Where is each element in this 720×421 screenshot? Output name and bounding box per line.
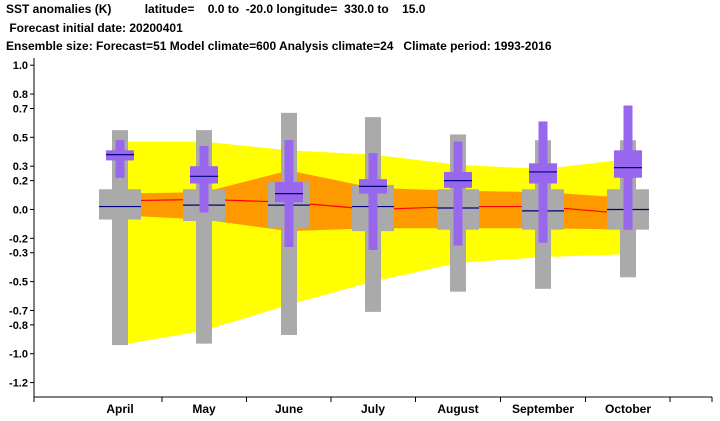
forecast-box-p25-p75: [190, 166, 218, 184]
y-tick-label: -0.2: [9, 233, 28, 245]
axes: 1.0 0.8 0.7 0.5 0.3 0.2 0.0 -0.2 -0.3 -0.5 -0.7 -0.…: [9, 58, 713, 416]
x-tick-label: July: [361, 402, 385, 416]
y-tick-label: -0.8: [9, 320, 28, 332]
y-tick-label: 0.0: [13, 204, 28, 216]
x-tick-label: May: [192, 402, 216, 416]
y-tick-label: 0.2: [13, 176, 28, 188]
forecast-box-p10-p90: [368, 153, 378, 250]
forecast-box-p25-p75: [529, 163, 557, 184]
y-tick-label: -0.5: [9, 277, 28, 289]
forecast-box-p25-p75: [444, 171, 472, 188]
forecast-box-p10-p90: [453, 141, 463, 246]
forecast-box-p25-p75: [614, 150, 642, 178]
x-tick-label: August: [437, 402, 478, 416]
y-tick-label: 1.0: [13, 60, 28, 72]
forecast-initial-date: Forecast initial date: 20200401: [6, 21, 183, 35]
model-climate-box-p25-p75: [99, 189, 141, 220]
y-tick-label: 0.8: [13, 89, 28, 101]
forecast-box-p25-p75: [275, 182, 303, 203]
ensemble-info: Ensemble size: Forecast=51 Model climate…: [6, 39, 552, 53]
y-tick-label: 0.7: [13, 103, 28, 115]
y-tick-label: 0.5: [13, 132, 28, 144]
x-tick-label: June: [275, 402, 303, 416]
forecast-box-p25-p75: [106, 150, 134, 161]
x-tick-label: April: [106, 402, 133, 416]
chart-title: SST anomalies (K) latitude= 0.0 to -20.0…: [6, 2, 426, 16]
y-tick-label: -0.7: [9, 305, 28, 317]
x-tick-label: September: [512, 402, 574, 416]
y-tick-label: -0.3: [9, 248, 28, 260]
x-tick-label: October: [605, 402, 651, 416]
y-tick-label: -1.0: [9, 349, 28, 361]
y-tick-label: 0.3: [13, 161, 28, 173]
box-plots: [99, 105, 649, 346]
y-tick-label: -1.2: [9, 378, 28, 390]
